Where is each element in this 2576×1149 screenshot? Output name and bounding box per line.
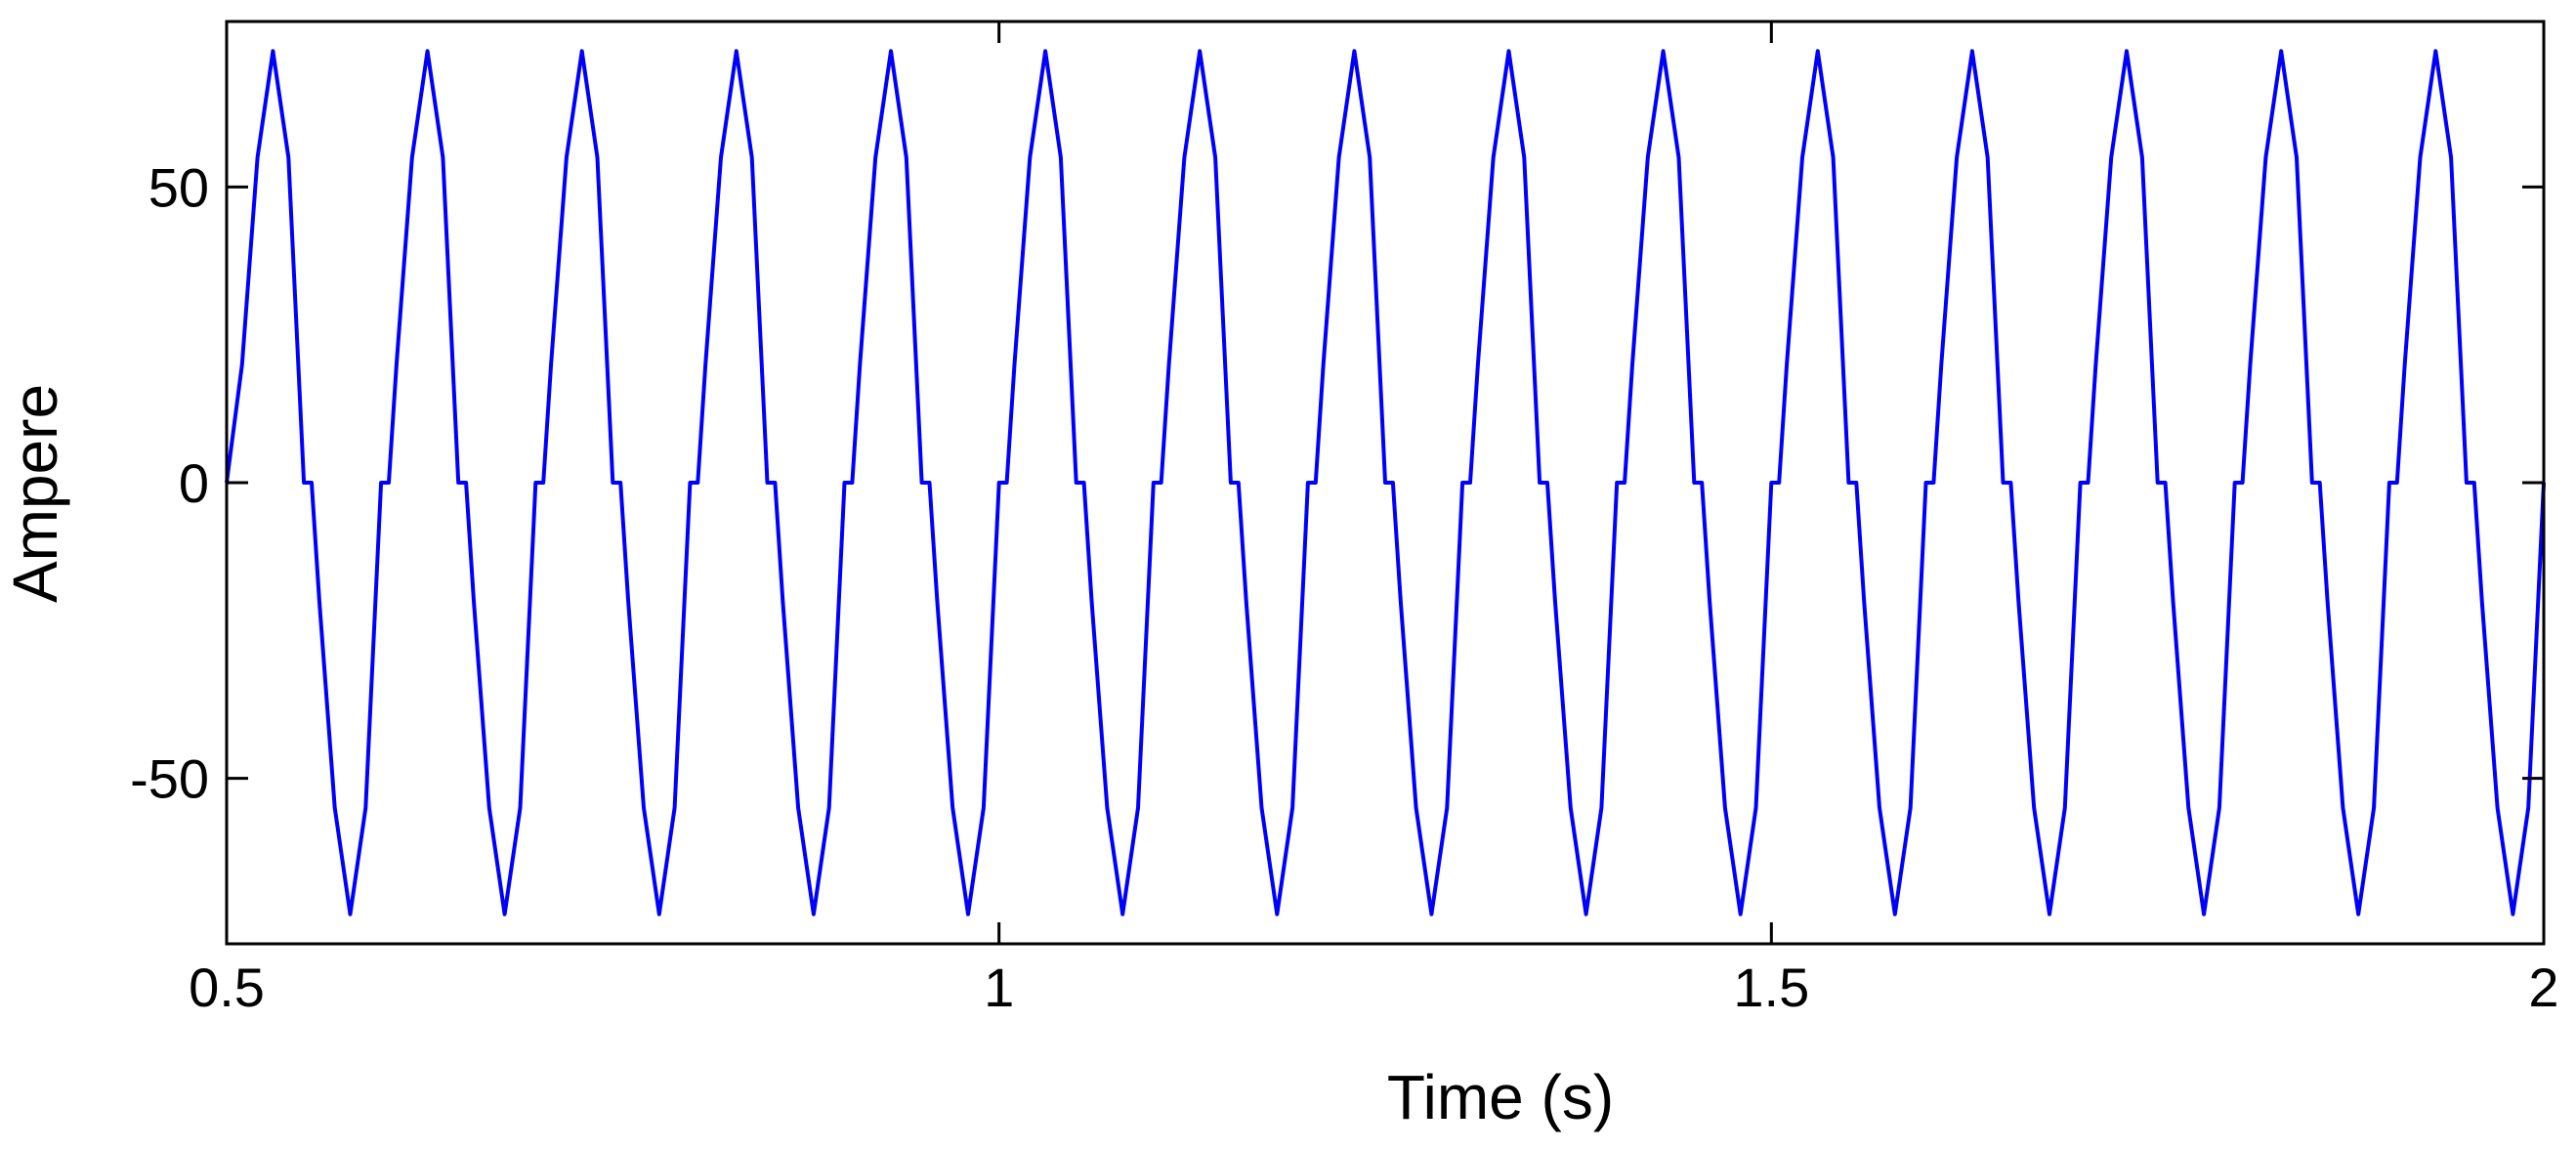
x-tick-label-3: 2 <box>2528 957 2558 1018</box>
x-tick-label-2: 1.5 <box>1733 957 1809 1018</box>
y-tick-label-1: 0 <box>179 452 209 514</box>
x-tick-label-0: 0.5 <box>189 957 265 1018</box>
plot-frame <box>225 20 2546 946</box>
x-tick-label-1: 1 <box>984 957 1014 1018</box>
y-tick-label-0: -50 <box>130 748 209 810</box>
axis-ticks: 0.5 1 1.5 2 -50 0 50 <box>130 21 2559 1018</box>
y-tick-label-2: 50 <box>148 156 209 218</box>
y-axis-label: Ampere <box>0 384 70 603</box>
series-line-0 <box>225 49 2546 916</box>
plot-area <box>225 49 2546 916</box>
x-axis-label: Time (s) <box>1387 1062 1614 1132</box>
